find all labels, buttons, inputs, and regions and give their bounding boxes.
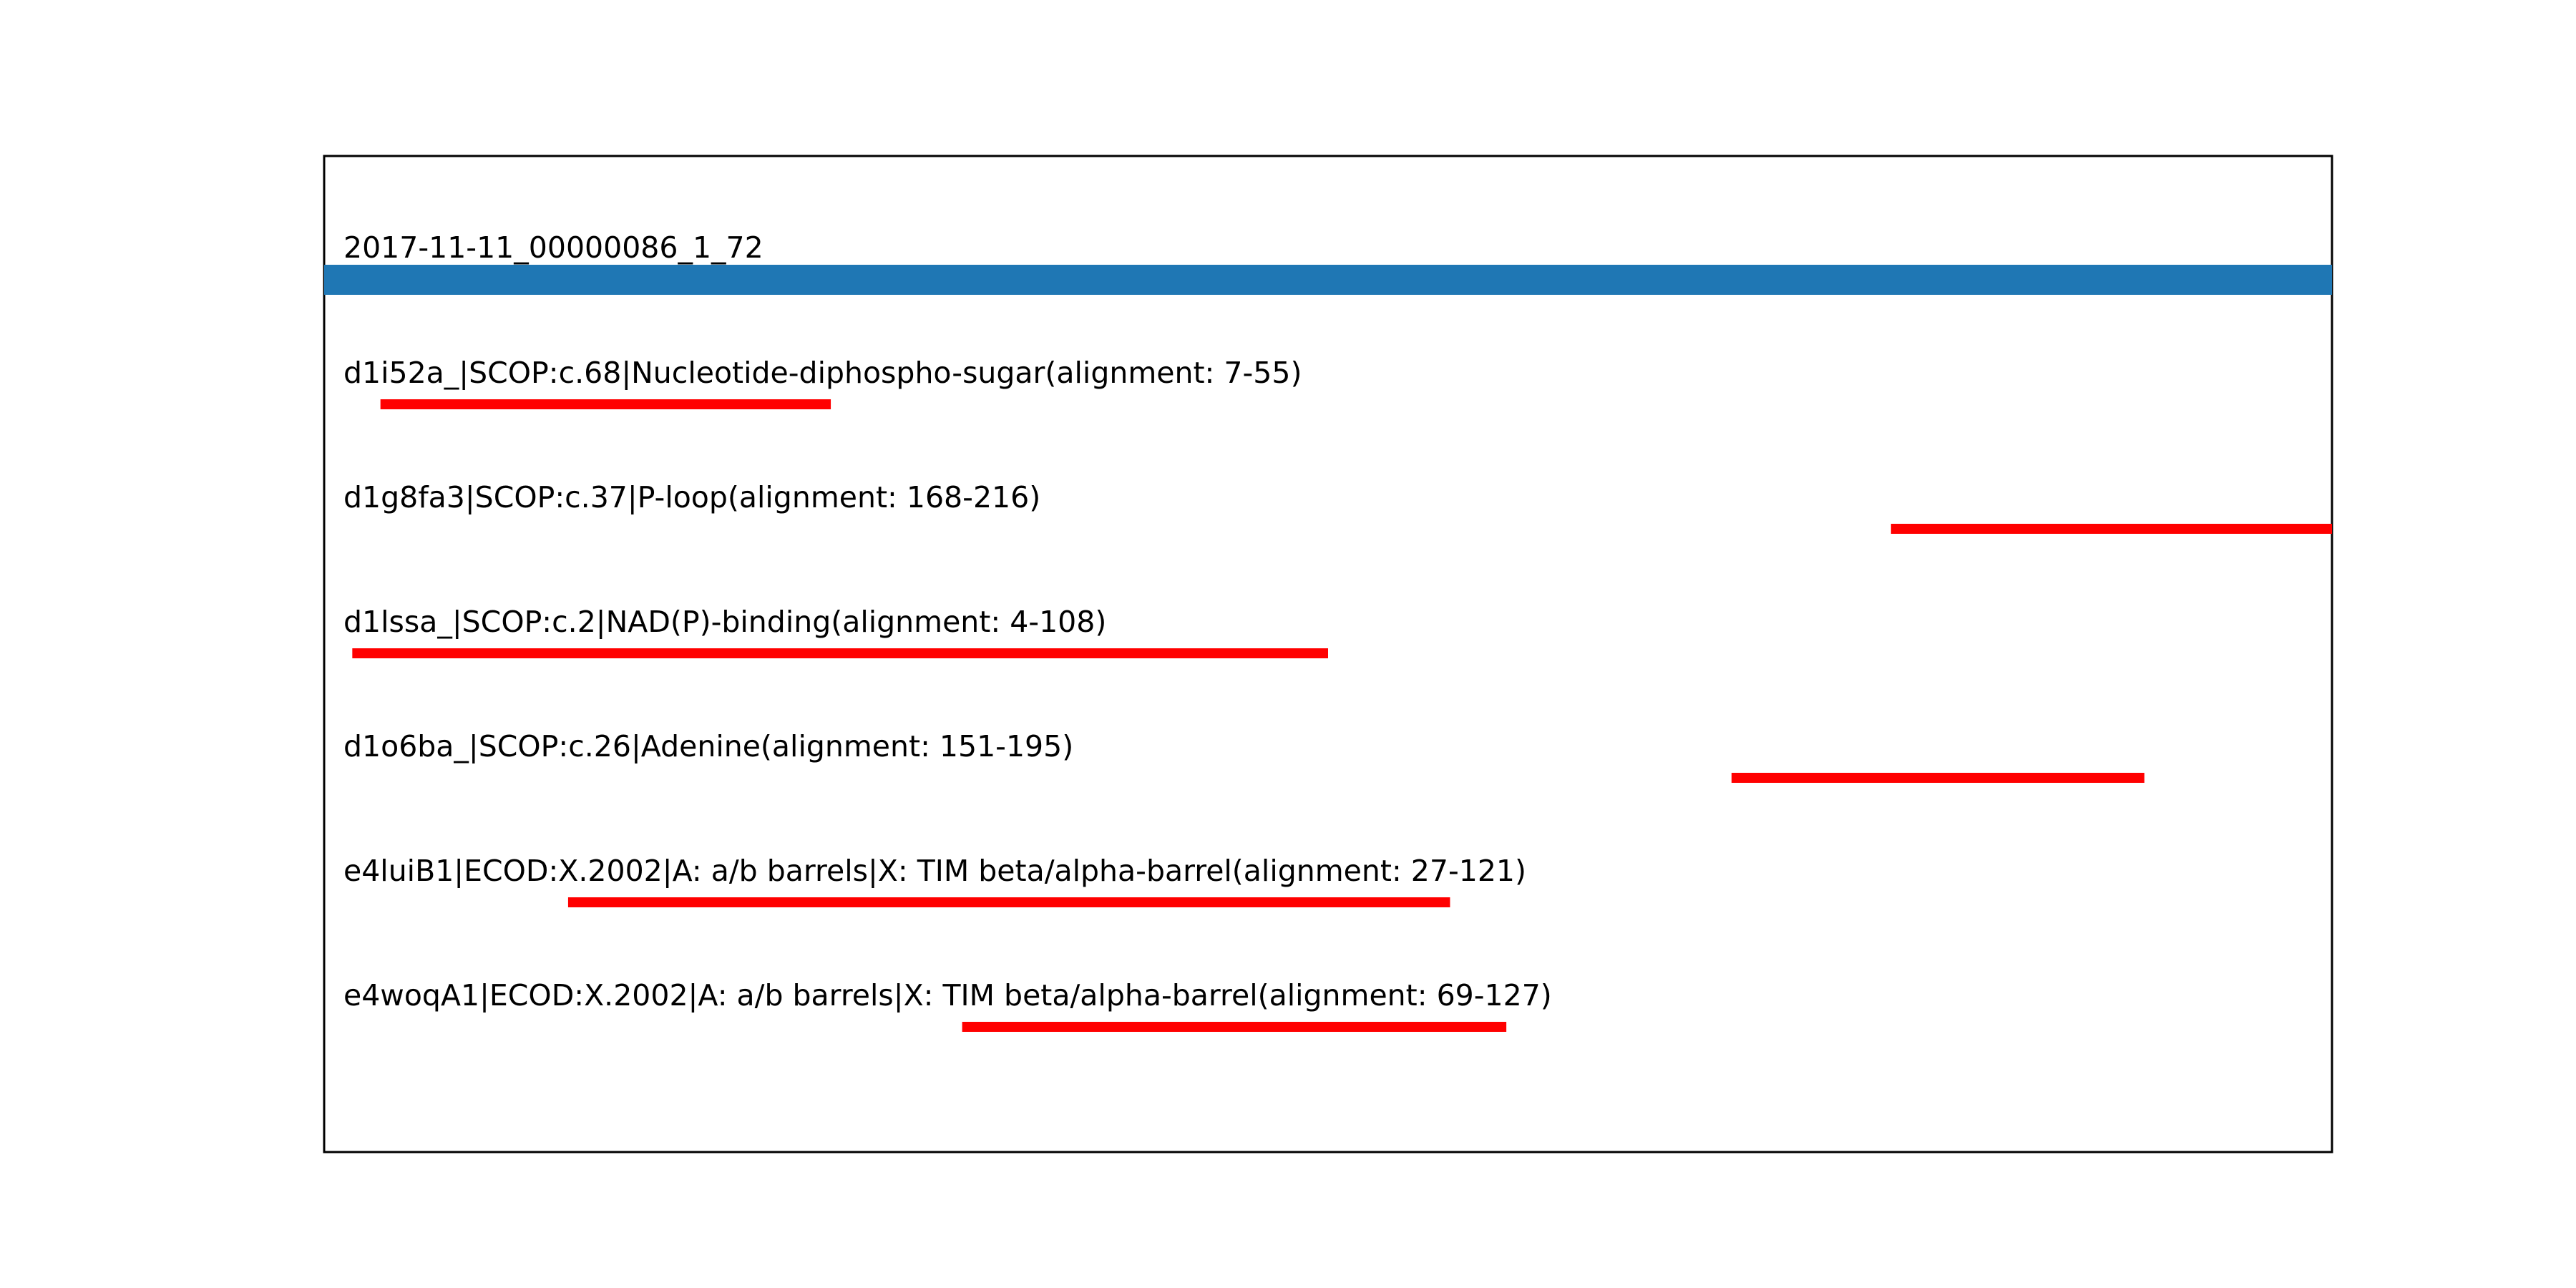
hit-label: d1o6ba_|SCOP:c.26|Adenine(alignment: 151… xyxy=(343,729,1073,763)
hit-bar xyxy=(1731,773,2145,783)
plot-frame xyxy=(323,155,2333,1153)
hit-bar xyxy=(567,897,1450,907)
hit-label: d1g8fa3|SCOP:c.37|P-loop(alignment: 168-… xyxy=(343,480,1040,514)
hit-label: d1lssa_|SCOP:c.2|NAD(P)-binding(alignmen… xyxy=(343,605,1106,639)
hit-bar xyxy=(1890,524,2332,534)
hit-bar xyxy=(352,648,1329,658)
hit-label: e4luiB1|ECOD:X.2002|A: a/b barrels|X: TI… xyxy=(343,854,1526,888)
hit-label: d1i52a_|SCOP:c.68|Nucleotide-diphospho-s… xyxy=(343,356,1302,390)
query-label: 2017-11-11_00000086_1_72 xyxy=(343,230,763,265)
query-bar xyxy=(324,265,2332,295)
hit-bar xyxy=(380,399,831,409)
hit-bar xyxy=(962,1022,1507,1032)
hit-label: e4woqA1|ECOD:X.2002|A: a/b barrels|X: TI… xyxy=(343,978,1552,1013)
